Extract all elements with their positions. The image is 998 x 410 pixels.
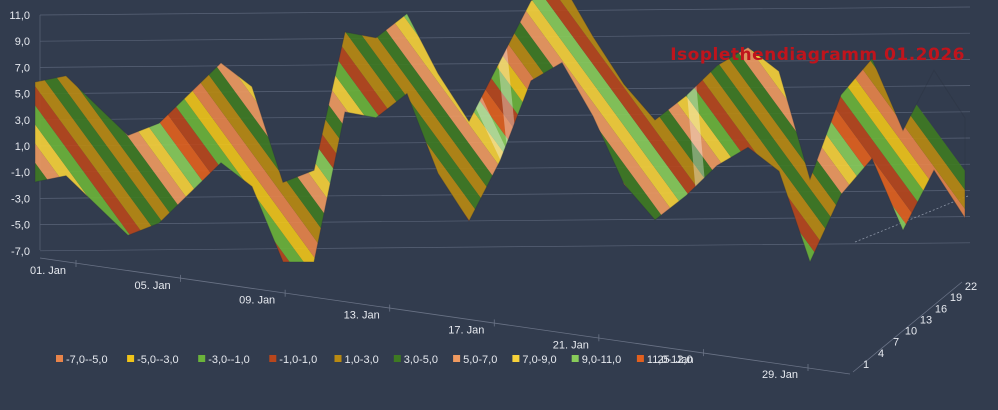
legend-entry: 7,0-9,0: [512, 354, 557, 366]
z-tick-label: 9,0: [15, 36, 30, 48]
y-tick-label: 13: [920, 314, 932, 326]
legend-entry: -7,0--5,0: [56, 354, 108, 366]
z-tick-label: 5,0: [15, 89, 30, 101]
surface-band: [126, 0, 440, 262]
legend-entry: 1,0-3,0: [334, 354, 379, 366]
z-tick-label: -3,0: [11, 193, 30, 205]
surface-band: [35, 0, 62, 262]
surface-outline: [34, 0, 966, 264]
legend-label: 5,0-7,0: [463, 354, 497, 366]
surface-band: [112, 0, 426, 262]
legend-entry: 11,0-12,0: [636, 354, 693, 366]
z-tick-label: -7,0: [11, 246, 30, 258]
surface-band: [154, 0, 468, 262]
legend-swatch: [571, 355, 579, 362]
chart-title: Isoplethendiagramm 01.2026: [670, 45, 965, 65]
y-tick-label: 10: [905, 326, 917, 338]
legend-swatch: [56, 355, 63, 362]
y-tick-label: 16: [935, 303, 947, 315]
surface-band: [35, 0, 286, 262]
x-tick-label: 05. Jan: [135, 280, 171, 292]
legend-swatch: [269, 355, 277, 362]
surface-band: [168, 0, 482, 262]
surface-band: [35, 0, 300, 262]
legend-swatch: [453, 355, 461, 362]
z-tick-label: 1,0: [15, 141, 30, 153]
x-tick-label: 17. Jan: [448, 324, 484, 336]
surface-band: [672, 0, 965, 262]
legend-label: -5,0--3,0: [137, 354, 179, 366]
x-tick-label: 25. Jan: [657, 354, 693, 366]
legend-swatch: [127, 355, 135, 362]
legend-entry: -1,0-1,0: [269, 354, 317, 366]
gridline: [39, 32, 971, 42]
legend-swatch: [512, 355, 520, 362]
y-tick-label: 1: [863, 359, 869, 371]
gridline: [39, 242, 971, 252]
legend-swatch: [636, 355, 644, 362]
surface-band: [0, 0, 6, 410]
z-tick-label: -1,0: [11, 167, 30, 179]
x-axis-ticks: 01. Jan 05. Jan 09. Jan 13. Jan 17. Jan 21. J…: [30, 257, 851, 381]
legend-swatch: [198, 355, 206, 362]
legend-label: -3,0--1,0: [208, 354, 250, 366]
y-axis-line: [852, 281, 963, 373]
surface-band: [644, 0, 958, 262]
x-tick-label: 21. Jan: [553, 339, 589, 351]
y-tick-label: 7: [893, 337, 899, 349]
y-tick-label: 19: [950, 292, 962, 304]
legend-label: 11,0-12,0: [647, 354, 693, 366]
z-axis-ticks: 11,0 9,0 7,0 5,0 3,0 1,0 -1,0 -3,0 -5,0 -7,0: [9, 10, 30, 258]
legend-entry: -5,0--3,0: [127, 354, 179, 366]
z-tick-label: -5,0: [11, 220, 30, 232]
surface-band: [812, 0, 965, 262]
legend-label: 9,0-11,0: [582, 354, 622, 366]
x-tick-label: 01. Jan: [30, 265, 66, 277]
floor-edge: [854, 195, 969, 243]
legend-entry: -3,0--1,0: [198, 354, 250, 366]
surface-band: [308, 0, 622, 262]
legend-label: 3,0-5,0: [404, 354, 438, 366]
x-tick-label: 29. Jan: [762, 369, 798, 381]
legend-swatch: [334, 355, 342, 362]
legend-label: -7,0--5,0: [66, 354, 108, 366]
legend-label: 1,0-3,0: [345, 354, 379, 366]
surface-band: [35, 0, 258, 262]
surface-band: [35, 0, 328, 262]
z-tick-label: 11,0: [9, 10, 30, 22]
surface-band: [35, 0, 314, 262]
x-tick-label: 13. Jan: [344, 310, 380, 322]
gridline: [39, 6, 971, 16]
legend-entry: 9,0-11,0: [571, 354, 622, 366]
y-tick-label: 22: [965, 281, 977, 293]
legend-label: -1,0-1,0: [279, 354, 317, 366]
z-tick-label: 7,0: [15, 62, 30, 74]
surface-band: [140, 0, 454, 262]
z-tick-label: 3,0: [15, 115, 30, 127]
legend-swatch: [393, 355, 401, 362]
x-axis-line: [39, 257, 851, 375]
legend-entry: 5,0-7,0: [453, 354, 497, 366]
surface-band: [658, 0, 965, 262]
x-tick-label: 09. Jan: [239, 295, 275, 307]
legend: -7,0--5,0 -5,0--3,0 -3,0--1,0 -1,0-1,0 1,0-3…: [56, 354, 693, 366]
legend-label: 7,0-9,0: [522, 354, 556, 366]
legend-entry: 3,0-5,0: [393, 354, 438, 366]
surface-band: [35, 0, 272, 262]
y-tick-label: 4: [878, 348, 884, 360]
